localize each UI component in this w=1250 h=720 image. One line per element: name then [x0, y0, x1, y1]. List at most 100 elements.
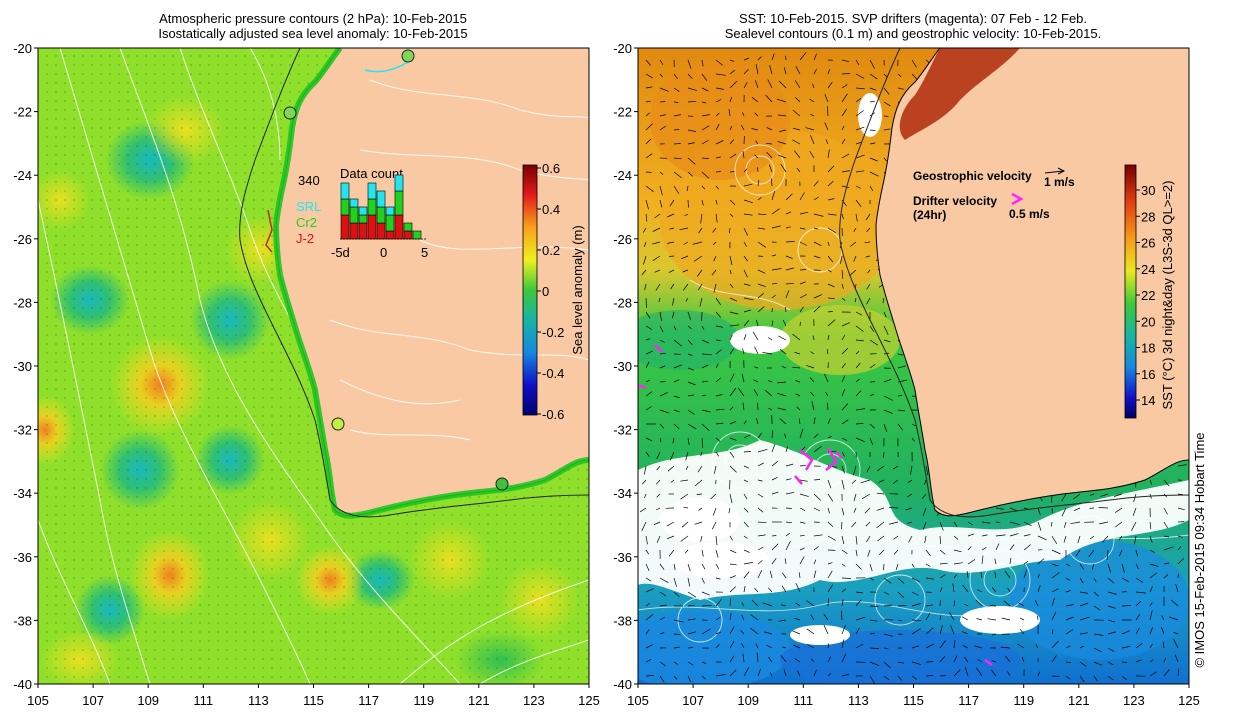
geo-velocity-value: 1 m/s	[1044, 175, 1075, 189]
velocity-arrow	[911, 645, 920, 649]
velocity-arrow	[869, 619, 878, 622]
velocity-arrow	[866, 297, 871, 305]
velocity-arrow	[1135, 563, 1139, 570]
velocity-arrow	[659, 339, 665, 343]
right-title-line1: SST: 10-Feb-2015. SVP drifters (magenta)…	[738, 11, 1088, 26]
velocity-arrow	[750, 614, 759, 621]
velocity-arrow	[701, 157, 710, 159]
velocity-arrow	[841, 674, 849, 677]
velocity-arrow	[751, 96, 759, 103]
x-tick-label: 109	[137, 693, 159, 708]
velocity-arrow	[809, 98, 815, 103]
velocity-arrow	[1009, 533, 1019, 537]
velocity-arrow	[813, 559, 817, 565]
velocity-arrow	[911, 603, 921, 607]
velocity-arrow	[729, 80, 738, 89]
velocity-arrow	[757, 534, 766, 537]
velocity-arrow	[659, 563, 665, 570]
x-tick-label: 125	[578, 693, 600, 708]
velocity-arrow	[757, 546, 764, 551]
inset-bar-segment	[385, 206, 395, 216]
y-tick-label: -34	[13, 486, 32, 501]
velocity-arrow	[1079, 591, 1088, 594]
y-tick-label: -24	[613, 168, 632, 183]
velocity-arrow	[711, 521, 717, 530]
velocity-arrow	[778, 619, 787, 622]
velocity-arrow	[669, 227, 675, 230]
inset-xtick-0: -5d	[331, 245, 350, 260]
velocity-arrow	[715, 349, 722, 355]
velocity-arrow	[715, 408, 725, 411]
geo-velocity-arrowhead	[1057, 167, 1066, 175]
velocity-arrow	[1163, 657, 1166, 663]
velocity-arrow	[961, 631, 969, 635]
velocity-arrow	[687, 591, 697, 598]
velocity-arrow	[864, 241, 871, 244]
velocity-arrow	[701, 125, 710, 131]
velocity-arrow	[1037, 507, 1041, 516]
velocity-arrow	[769, 65, 773, 75]
velocity-arrow	[855, 339, 864, 342]
sst-colorbar-label: SST (°C) 3d night&day (L3S-3d QL>=2)	[1160, 181, 1175, 410]
velocity-arrow	[809, 151, 815, 159]
velocity-arrow	[827, 570, 833, 579]
velocity-arrow	[680, 479, 689, 482]
velocity-arrow	[1073, 493, 1081, 500]
velocity-arrow	[743, 493, 748, 500]
velocity-arrow	[659, 125, 666, 131]
velocity-arrow	[768, 164, 773, 173]
velocity-arrow	[645, 185, 654, 193]
velocity-arrow	[652, 241, 661, 245]
velocity-arrow	[1037, 585, 1041, 593]
velocity-arrow	[967, 533, 975, 537]
velocity-arrow	[659, 325, 664, 333]
colorbar-tick-label: 0	[542, 284, 549, 299]
velocity-arrow	[667, 241, 675, 244]
velocity-arrow	[1107, 675, 1114, 681]
velocity-arrow	[673, 563, 676, 570]
velocity-arrow	[953, 535, 959, 540]
x-tick-label: 105	[27, 693, 49, 708]
velocity-arrow	[687, 100, 697, 103]
velocity-arrow	[701, 394, 707, 397]
velocity-arrow	[715, 577, 721, 580]
velocity-arrow	[865, 213, 871, 221]
velocity-arrow	[645, 675, 654, 677]
velocity-arrow	[687, 367, 695, 371]
velocity-arrow	[771, 178, 773, 187]
velocity-arrow	[645, 614, 654, 621]
velocity-arrow	[953, 655, 958, 663]
velocity-arrow	[743, 168, 748, 173]
velocity-arrow	[841, 625, 846, 635]
velocity-arrow	[715, 199, 718, 205]
velocity-arrow	[953, 549, 962, 553]
velocity-arrow	[645, 437, 653, 442]
velocity-arrow	[1065, 589, 1072, 593]
velocity-arrow	[792, 109, 801, 117]
velocity-arrow	[751, 599, 759, 607]
velocity-arrow	[1019, 629, 1025, 635]
velocity-arrow	[757, 432, 763, 439]
velocity-arrow	[1121, 661, 1127, 663]
velocity-arrow	[1149, 610, 1153, 621]
velocity-arrow	[841, 185, 850, 189]
velocity-arrow	[766, 142, 773, 145]
velocity-arrow	[715, 87, 724, 90]
velocity-arrow	[1163, 479, 1170, 487]
velocity-arrow	[742, 348, 745, 355]
velocity-arrow	[771, 294, 776, 299]
velocity-arrow	[841, 170, 851, 173]
velocity-arrow	[687, 339, 693, 346]
velocity-arrow	[701, 339, 710, 344]
velocity-arrow	[1079, 577, 1084, 584]
inset-legend-srl: SRL	[296, 199, 321, 214]
inset-bar-segment	[358, 206, 368, 216]
velocity-arrow	[785, 226, 791, 229]
velocity-arrow	[897, 365, 907, 369]
velocity-arrow	[1121, 605, 1132, 607]
y-tick-label: -36	[613, 550, 632, 565]
velocity-arrow	[867, 549, 871, 557]
velocity-arrow	[992, 633, 997, 636]
velocity-arrow	[645, 338, 651, 341]
velocity-arrow	[782, 319, 787, 327]
